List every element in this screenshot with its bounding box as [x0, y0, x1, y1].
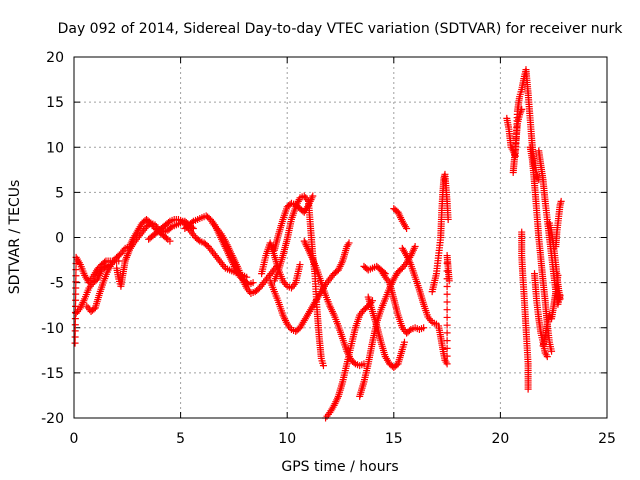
data-point: [249, 279, 257, 287]
y-tick-label: -15: [41, 366, 64, 382]
data-point: [71, 321, 79, 329]
data-point: [403, 224, 411, 232]
data-point: [443, 360, 451, 368]
y-tick-label: -5: [50, 276, 64, 292]
plot-frame: [73, 56, 608, 419]
data-point: [72, 284, 80, 292]
data-point: [71, 339, 79, 347]
data-point: [194, 236, 202, 244]
data-point: [72, 278, 80, 286]
y-tick-label: 0: [55, 231, 64, 247]
data-point: [443, 337, 451, 345]
data-point: [443, 282, 451, 290]
data-point: [543, 353, 551, 361]
data-point: [350, 359, 358, 367]
data-point: [444, 215, 452, 223]
data-point: [443, 352, 451, 360]
data-point: [309, 192, 317, 200]
y-tick-label: 10: [46, 140, 64, 156]
data-point: [556, 295, 564, 303]
data-point: [101, 264, 109, 272]
x-tick-label: 20: [491, 431, 509, 447]
x-tick-label: 15: [385, 431, 403, 447]
data-point: [319, 362, 327, 370]
data-point: [72, 272, 80, 280]
data-point: [162, 234, 170, 242]
data-point: [443, 344, 451, 352]
x-tick-label: 5: [176, 431, 185, 447]
x-tick-label: 25: [598, 431, 616, 447]
data-point: [72, 290, 80, 298]
data-point: [443, 329, 451, 337]
data-point: [443, 290, 451, 298]
data-point: [443, 313, 451, 321]
data-points: [71, 66, 565, 422]
data-point: [443, 306, 451, 314]
data-point: [442, 358, 450, 366]
data-point: [72, 296, 80, 304]
chart-title: Day 092 of 2014, Sidereal Day-to-day VTE…: [58, 21, 624, 37]
y-tick-label: 15: [46, 95, 64, 111]
data-point: [165, 218, 173, 226]
data-point: [167, 224, 175, 232]
x-tick-label: 10: [278, 431, 296, 447]
data-point: [411, 243, 419, 251]
data-point: [400, 338, 408, 346]
data-point: [71, 315, 79, 323]
data-point: [443, 321, 451, 329]
data-point: [345, 239, 353, 247]
data-point: [443, 298, 451, 306]
data-point: [188, 218, 196, 226]
x-tick-label: 0: [70, 431, 79, 447]
data-point: [445, 277, 453, 285]
y-tick-label: 5: [55, 185, 64, 201]
data-point: [420, 324, 428, 332]
data-point: [542, 351, 550, 359]
data-point: [524, 385, 532, 393]
data-point: [71, 327, 79, 335]
data-point: [166, 237, 174, 245]
data-point: [557, 197, 565, 205]
y-tick-label: -20: [41, 411, 64, 427]
data-point: [518, 105, 526, 113]
y-tick-label: 20: [46, 50, 64, 66]
y-axis-label: SDTVAR / TECUs: [7, 180, 23, 295]
x-axis-label: GPS time / hours: [281, 459, 398, 475]
data-point: [548, 347, 556, 355]
data-point: [71, 333, 79, 341]
data-point: [296, 261, 304, 269]
y-tick-label: -10: [41, 321, 64, 337]
data-point: [405, 327, 413, 335]
